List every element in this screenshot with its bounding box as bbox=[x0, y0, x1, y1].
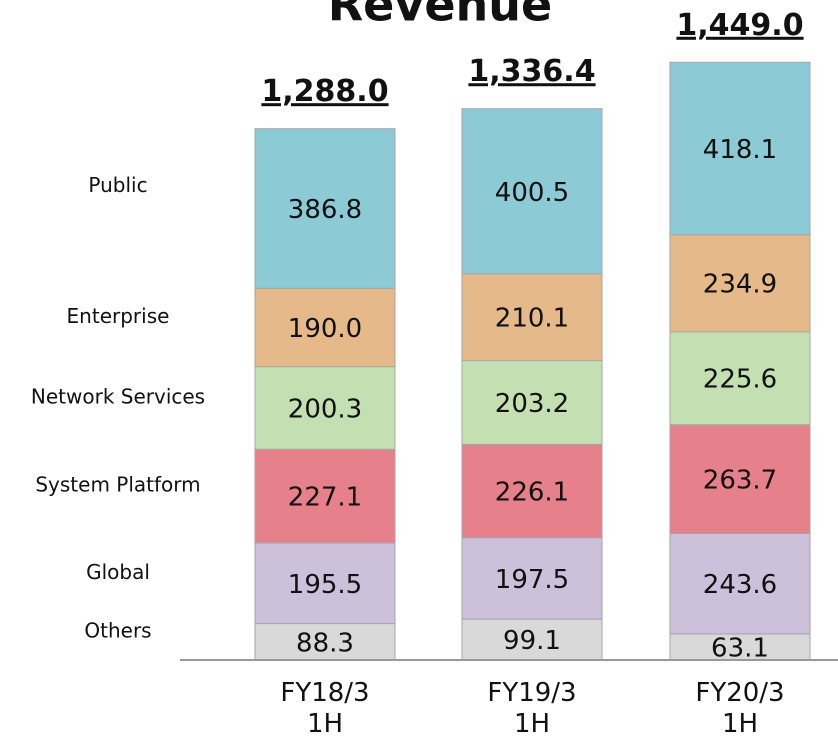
value-label: 243.6 bbox=[703, 570, 777, 600]
legend-label: Public bbox=[88, 173, 147, 197]
value-label: 418.1 bbox=[703, 135, 777, 165]
value-label: 227.1 bbox=[288, 483, 362, 513]
x-tick-label: FY20/3 1H bbox=[695, 678, 785, 739]
bar-segment bbox=[461, 537, 603, 620]
value-label: 88.3 bbox=[296, 628, 354, 658]
legend-label: System Platform bbox=[35, 473, 200, 497]
bar-segment bbox=[461, 273, 603, 362]
bar-segment bbox=[254, 623, 396, 661]
bar-segment bbox=[461, 443, 603, 539]
total-label: 1,336.4 bbox=[468, 54, 595, 89]
legend-label: Enterprise bbox=[67, 304, 170, 328]
value-label: 195.5 bbox=[288, 570, 362, 600]
total-label: 1,288.0 bbox=[261, 74, 388, 109]
value-label: 210.1 bbox=[495, 304, 569, 334]
value-label: 197.5 bbox=[495, 565, 569, 595]
chart-title: Revenue bbox=[328, 0, 553, 32]
value-label: 234.9 bbox=[703, 270, 777, 300]
bar-segment bbox=[669, 331, 811, 426]
bar-segment bbox=[669, 61, 811, 236]
bar-segment bbox=[254, 287, 396, 368]
value-label: 63.1 bbox=[711, 633, 769, 663]
bar-segment bbox=[254, 542, 396, 625]
bar-segment bbox=[254, 128, 396, 289]
value-label: 263.7 bbox=[703, 466, 777, 496]
value-label: 225.6 bbox=[703, 365, 777, 395]
x-tick-label: FY19/3 1H bbox=[487, 678, 577, 739]
value-label: 203.2 bbox=[495, 389, 569, 419]
bar-segment bbox=[669, 234, 811, 333]
bar-segment bbox=[254, 366, 396, 450]
value-label: 226.1 bbox=[495, 478, 569, 508]
bar-segment bbox=[669, 424, 811, 534]
bar-segment bbox=[461, 360, 603, 445]
legend-label: Global bbox=[86, 560, 150, 584]
legend-label: Others bbox=[84, 618, 151, 642]
value-label: 190.0 bbox=[288, 314, 362, 344]
value-label: 400.5 bbox=[495, 178, 569, 208]
bar-segment bbox=[461, 108, 603, 275]
value-label: 386.8 bbox=[288, 195, 362, 225]
value-label: 200.3 bbox=[288, 394, 362, 424]
total-label: 1,449.0 bbox=[676, 8, 803, 43]
x-tick-label: FY18/3 1H bbox=[280, 678, 370, 739]
value-label: 99.1 bbox=[503, 626, 561, 656]
legend-label: Network Services bbox=[31, 384, 205, 408]
